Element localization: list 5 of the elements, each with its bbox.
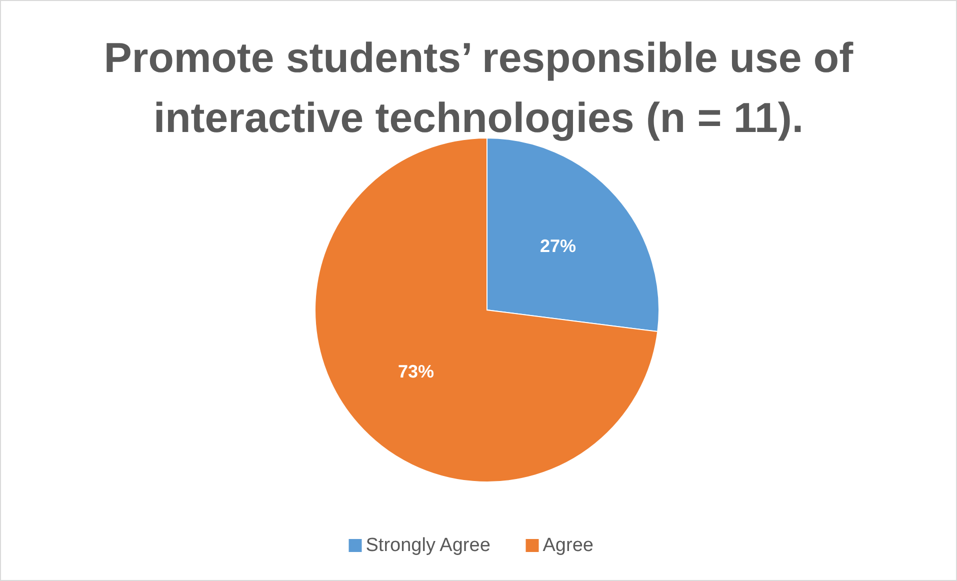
legend-label: Strongly Agree: [366, 535, 490, 556]
chart-title: Promote students’ responsible use of interactive technologies (n = 11).: [104, 34, 854, 141]
data-label: 27%: [540, 236, 576, 256]
data-label: 73%: [398, 361, 434, 382]
legend-label: Agree: [542, 535, 594, 556]
